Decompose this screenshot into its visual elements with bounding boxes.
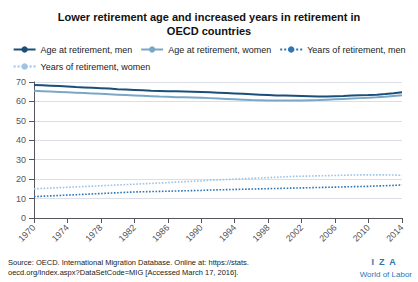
svg-text:1978: 1978: [83, 222, 104, 243]
svg-text:I Z A: I Z A: [372, 257, 397, 267]
svg-text:1990: 1990: [184, 222, 205, 243]
svg-text:Source: OECD. International Mi: Source: OECD. International Migration Da…: [8, 258, 249, 267]
svg-text:OECD countries: OECD countries: [167, 25, 251, 37]
svg-text:60: 60: [16, 96, 26, 106]
svg-text:Lower retirement age and incre: Lower retirement age and increased years…: [58, 11, 361, 23]
svg-text:0: 0: [21, 213, 26, 223]
svg-text:70: 70: [16, 77, 26, 87]
svg-text:1982: 1982: [117, 222, 138, 243]
svg-text:2002: 2002: [284, 222, 305, 243]
svg-text:1998: 1998: [251, 222, 272, 243]
svg-text:10: 10: [16, 194, 26, 204]
svg-text:2010: 2010: [351, 222, 372, 243]
svg-text:40: 40: [16, 135, 26, 145]
svg-text:30: 30: [16, 155, 26, 165]
svg-text:World of Labor: World of Labor: [360, 270, 413, 279]
svg-text:Years of retirement, men: Years of retirement, men: [307, 45, 405, 55]
svg-text:Years of retirement, women: Years of retirement, women: [41, 62, 151, 72]
svg-text:1970: 1970: [16, 222, 37, 243]
svg-text:50: 50: [16, 116, 26, 126]
svg-text:1994: 1994: [217, 222, 238, 243]
svg-text:Age at retirement, women: Age at retirement, women: [168, 45, 271, 55]
svg-text:1986: 1986: [150, 222, 171, 243]
svg-text:2014: 2014: [384, 222, 405, 243]
svg-text:1974: 1974: [50, 222, 71, 243]
svg-text:oecd.org/Index.aspx?DataSetCod: oecd.org/Index.aspx?DataSetCode=MIG [Acc…: [8, 268, 238, 277]
svg-text:2006: 2006: [317, 222, 338, 243]
svg-text:20: 20: [16, 174, 26, 184]
svg-text:Age at retirement, men: Age at retirement, men: [41, 45, 133, 55]
